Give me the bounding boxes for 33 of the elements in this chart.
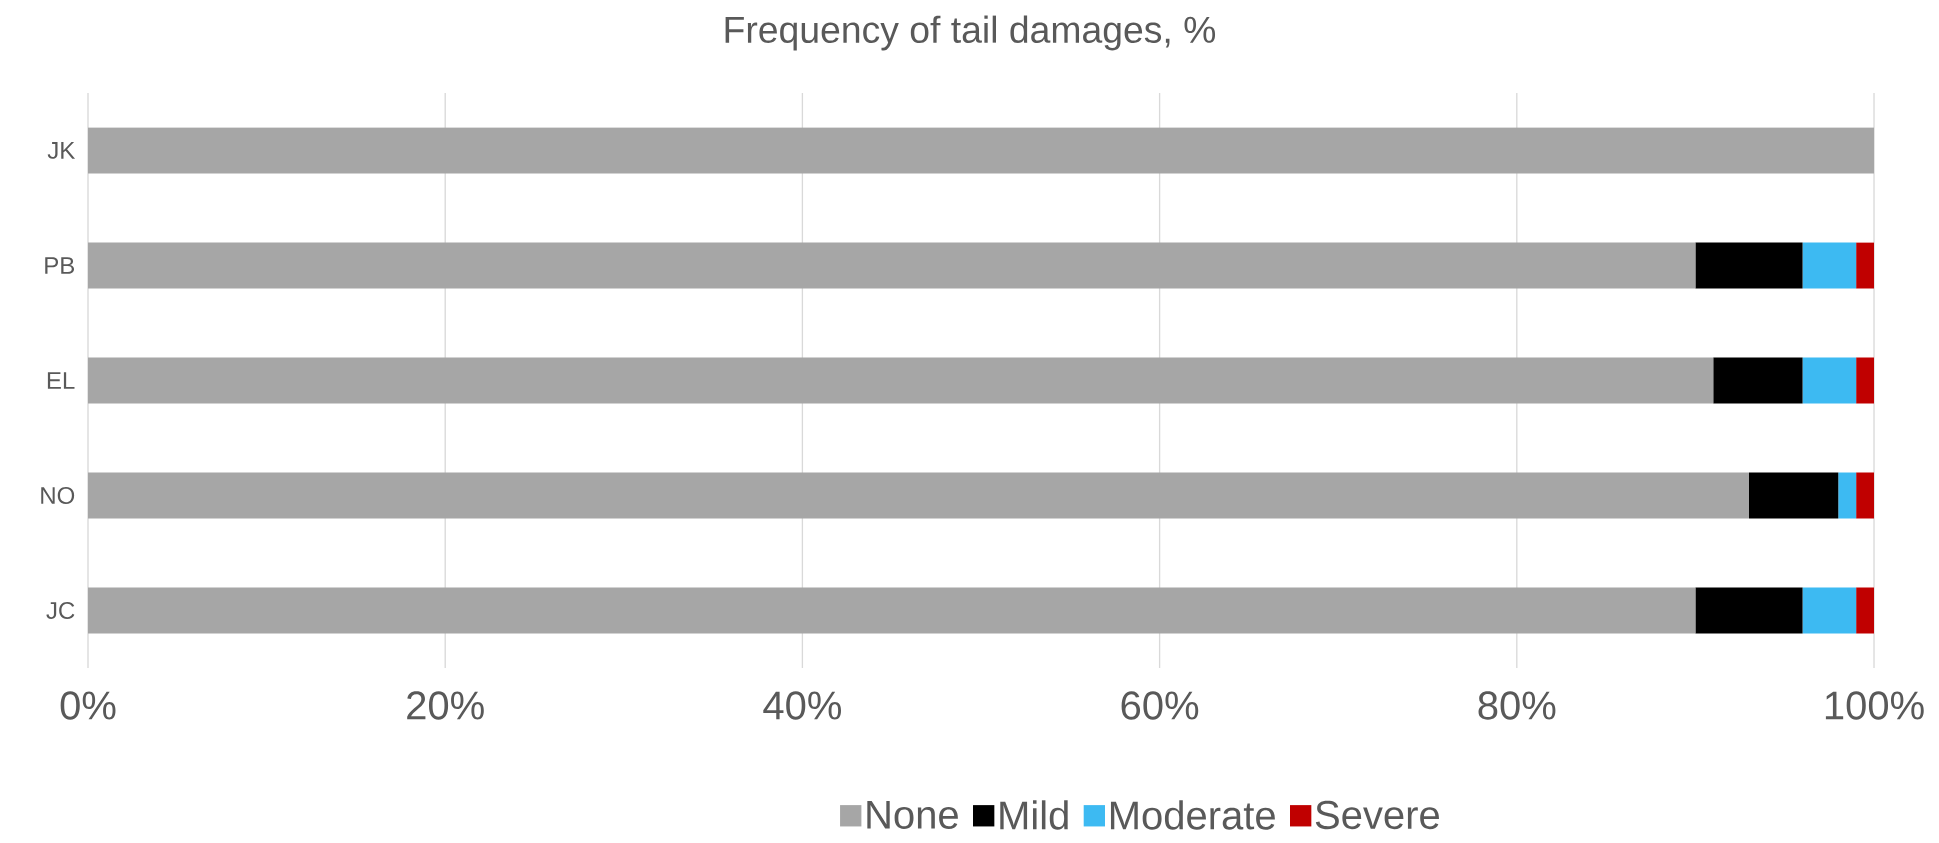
bar — [1856, 242, 1875, 289]
y-tick-label: JK — [47, 142, 76, 159]
y-tick-label: NO — [41, 486, 75, 504]
x-tick-label: 20% — [407, 691, 484, 720]
bar — [1802, 587, 1857, 634]
bar — [88, 587, 1696, 634]
bar — [1856, 587, 1875, 634]
y-tick-label: PB — [45, 257, 75, 274]
chart-title: Frequency of tail damages, % — [725, 15, 1216, 51]
legend-label: None — [867, 801, 958, 829]
bar — [88, 242, 1696, 289]
x-tick-label: 80% — [1478, 691, 1556, 720]
legend-label: Moderate — [1110, 800, 1275, 830]
bar — [1856, 357, 1875, 404]
bar — [1802, 242, 1857, 289]
bar — [1802, 357, 1857, 404]
bar — [88, 127, 1875, 174]
bar — [88, 472, 1749, 519]
bar — [1838, 472, 1857, 519]
y-tick-label: JC — [46, 601, 75, 619]
legend-label: Severe — [1315, 800, 1439, 830]
x-tick-label: 0% — [60, 691, 116, 720]
x-tick-label: 40% — [763, 691, 841, 720]
bar — [1748, 472, 1839, 519]
bar — [1856, 472, 1875, 519]
y-tick-label: EL — [47, 372, 75, 389]
bar — [1695, 587, 1803, 634]
x-tick-label: 100% — [1825, 691, 1924, 720]
bar — [1713, 357, 1803, 404]
x-tick-label: 60% — [1121, 691, 1199, 720]
bar — [1695, 242, 1803, 289]
bar — [88, 357, 1714, 404]
legend-label: Mild — [1000, 800, 1068, 830]
